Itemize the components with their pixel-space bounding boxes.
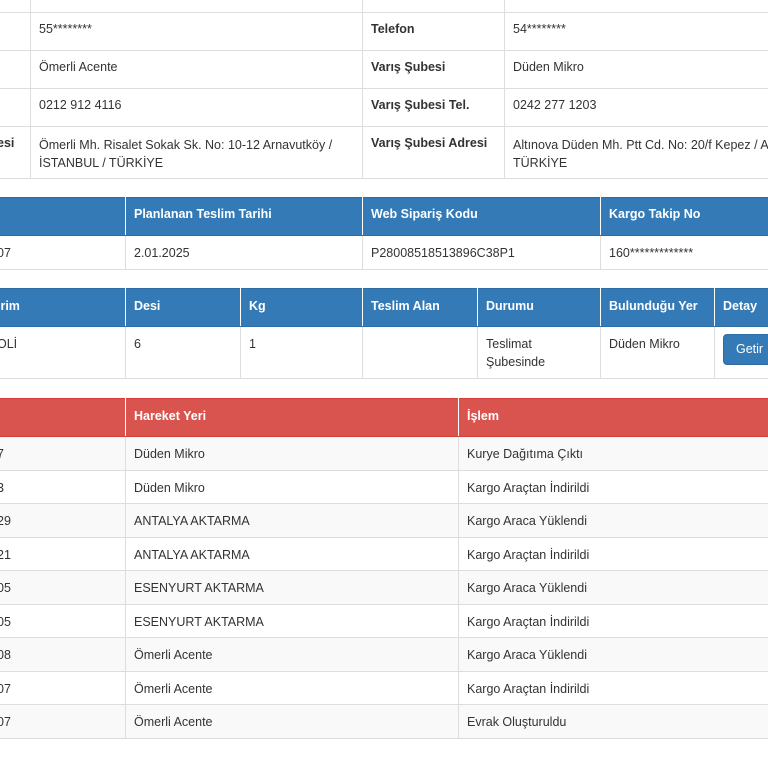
package-status: Teslimat Şubesinde [477, 326, 601, 379]
info-value: Düden Mikro [504, 50, 768, 89]
column-header: Detay [714, 288, 768, 327]
web-order-code: P28008518513896C38P1 [362, 235, 601, 270]
history-action: Kurye Dağıtıma Çıktı [458, 436, 768, 471]
get-details-button[interactable]: Getir [723, 334, 768, 365]
info-value: 54******** [504, 12, 768, 51]
info-label: Varış Şubesi [362, 50, 505, 89]
history-time: 21 [0, 537, 126, 571]
info-row: 0212 912 4116 Varış Şubesi Tel. 0242 277… [0, 88, 768, 127]
history-place: ANTALYA AKTARMA [125, 537, 459, 571]
history-row: 3 Düden Mikro Kargo Araçtan İndirildi [0, 470, 768, 504]
info-label [0, 50, 31, 89]
history-row: 07 Ömerli Acente Kargo Araçtan İndirildi [0, 671, 768, 705]
movement-history-table: Hareket Yeri İşlem 7 Düden Mikro Kurye D… [0, 398, 768, 739]
address-line: Altınova Düden Mh. Ptt Cd. No: 20/f Kepe… [513, 138, 768, 152]
planned-delivery-date: 2.01.2025 [125, 235, 363, 270]
info-row: Ömerli Acente Varış Şubesi Düden Mikro [0, 50, 768, 89]
info-row: esi Ömerli Mh. Risalet Sokak Sk. No: 10-… [0, 126, 768, 179]
info-value: Ömerli Acente [30, 50, 363, 89]
column-header: Desi [125, 288, 241, 327]
package-kg: 1 [240, 326, 363, 379]
tracking-number: 160************* [600, 235, 768, 270]
history-action: Kargo Araca Yüklendi [458, 503, 768, 538]
info-label: esi [0, 126, 31, 179]
info-value: Altınova Düden Mh. Ptt Cd. No: 20/f Kepe… [504, 126, 768, 179]
history-action: Evrak Oluşturuldu [458, 704, 768, 739]
column-header [0, 197, 126, 236]
column-header: Web Sipariş Kodu [362, 197, 601, 236]
history-action: Kargo Araca Yüklendi [458, 570, 768, 605]
history-action: Kargo Araca Yüklendi [458, 637, 768, 672]
info-row [0, 0, 768, 13]
history-row: 05 ESENYURT AKTARMA Kargo Araçtan İndiri… [0, 604, 768, 638]
history-time: 05 [0, 570, 126, 605]
history-action: Kargo Araçtan İndirildi [458, 604, 768, 638]
info-label: Varış Şubesi Tel. [362, 88, 505, 127]
shipment-info-table: 55******** Telefon 54******** Ömerli Ace… [0, 0, 768, 179]
column-header: irim [0, 288, 126, 327]
history-place: ESENYURT AKTARMA [125, 604, 459, 638]
history-time: 29 [0, 503, 126, 538]
history-header-row: Hareket Yeri İşlem [0, 398, 768, 437]
package-detail-cell: Getir [714, 326, 768, 379]
info-label: Varış Şubesi Adresi [362, 126, 505, 179]
history-time: 05 [0, 604, 126, 638]
package-desi: 6 [125, 326, 241, 379]
order-row: 07 2.01.2025 P28008518513896C38P1 160***… [0, 235, 768, 270]
history-time: 08 [0, 637, 126, 672]
info-value: 0242 277 1203 [504, 88, 768, 127]
history-place: ANTALYA AKTARMA [125, 503, 459, 538]
history-row: 05 ESENYURT AKTARMA Kargo Araca Yüklendi [0, 570, 768, 605]
order-table: Planlanan Teslim Tarihi Web Sipariş Kodu… [0, 197, 768, 270]
history-action: Kargo Araçtan İndirildi [458, 671, 768, 705]
history-place: Ömerli Acente [125, 671, 459, 705]
history-row: 7 Düden Mikro Kurye Dağıtıma Çıktı [0, 436, 768, 471]
status-line: Şubesinde [486, 355, 546, 369]
column-header: Hareket Yeri [125, 398, 459, 437]
package-location: Düden Mikro [600, 326, 715, 379]
info-label [0, 88, 31, 127]
order-cell: 07 [0, 235, 126, 270]
history-time: 07 [0, 704, 126, 739]
history-place: Ömerli Acente [125, 637, 459, 672]
package-row: OLİ 6 1 Teslimat Şubesinde Düden Mikro G… [0, 326, 768, 379]
address-line: İSTANBUL / TÜRKİYE [39, 156, 164, 170]
column-header: İşlem [458, 398, 768, 437]
status-line: Teslimat [486, 337, 532, 351]
history-time: 7 [0, 436, 126, 471]
history-row: 29 ANTALYA AKTARMA Kargo Araca Yüklendi [0, 503, 768, 538]
info-label [0, 12, 31, 51]
package-received-by [362, 326, 478, 379]
info-value: Ömerli Mh. Risalet Sokak Sk. No: 10-12 A… [30, 126, 363, 179]
column-header: Durumu [477, 288, 601, 327]
column-header: Planlanan Teslim Tarihi [125, 197, 363, 236]
history-place: Düden Mikro [125, 470, 459, 504]
history-row: 21 ANTALYA AKTARMA Kargo Araçtan İndiril… [0, 537, 768, 571]
history-time: 3 [0, 470, 126, 504]
history-row: 08 Ömerli Acente Kargo Araca Yüklendi [0, 637, 768, 672]
column-header: Bulunduğu Yer [600, 288, 715, 327]
column-header: Kg [240, 288, 363, 327]
column-header [0, 398, 126, 437]
address-line: TÜRKİYE [513, 156, 568, 170]
package-unit: OLİ [0, 326, 126, 379]
history-time: 07 [0, 671, 126, 705]
info-label: Telefon [362, 12, 505, 51]
history-action: Kargo Araçtan İndirildi [458, 537, 768, 571]
column-header: Kargo Takip No [600, 197, 768, 236]
info-value: 55******** [30, 12, 363, 51]
history-place: ESENYURT AKTARMA [125, 570, 459, 605]
address-line: Ömerli Mh. Risalet Sokak Sk. No: 10-12 A… [39, 138, 333, 152]
info-row: 55******** Telefon 54******** [0, 12, 768, 51]
column-header: Teslim Alan [362, 288, 478, 327]
package-header-row: irim Desi Kg Teslim Alan Durumu Bulunduğ… [0, 288, 768, 327]
history-place: Düden Mikro [125, 436, 459, 471]
package-table: irim Desi Kg Teslim Alan Durumu Bulunduğ… [0, 288, 768, 379]
history-place: Ömerli Acente [125, 704, 459, 739]
history-row: 07 Ömerli Acente Evrak Oluşturuldu [0, 704, 768, 739]
info-value: 0212 912 4116 [30, 88, 363, 127]
order-header-row: Planlanan Teslim Tarihi Web Sipariş Kodu… [0, 197, 768, 236]
history-action: Kargo Araçtan İndirildi [458, 470, 768, 504]
